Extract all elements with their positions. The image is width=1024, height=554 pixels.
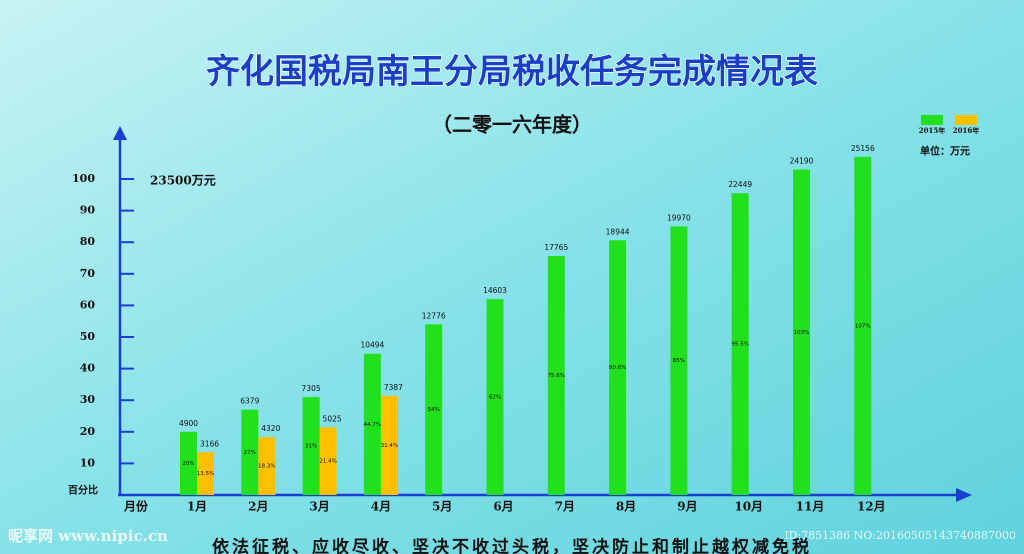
amount-label: 7387 bbox=[384, 383, 403, 392]
y-tick-label: 10 bbox=[80, 456, 96, 469]
amount-label: 4900 bbox=[179, 419, 198, 428]
bar bbox=[302, 397, 320, 495]
value-label: 31.4% bbox=[381, 443, 398, 449]
amount-label: 12776 bbox=[422, 311, 446, 320]
value-label: 27% bbox=[244, 450, 256, 456]
value-label: 85% bbox=[673, 358, 685, 364]
bar bbox=[180, 431, 197, 495]
bar bbox=[241, 409, 259, 495]
x-tick-label: 5月 bbox=[432, 500, 452, 514]
amount-label: 3166 bbox=[200, 439, 219, 448]
x-axis-arrow bbox=[956, 488, 972, 502]
amount-label: 18944 bbox=[606, 227, 630, 236]
bar bbox=[670, 226, 688, 495]
y-tick-label: 30 bbox=[80, 393, 96, 406]
bar bbox=[197, 452, 214, 495]
bar bbox=[547, 256, 565, 495]
bar bbox=[486, 299, 504, 495]
amount-label: 7305 bbox=[302, 384, 321, 393]
value-label: 80.6% bbox=[609, 365, 626, 371]
annotation: 23500万元 bbox=[150, 174, 216, 188]
bar bbox=[793, 169, 810, 495]
x-tick-label: 10月 bbox=[734, 500, 763, 514]
amount-label: 24190 bbox=[790, 157, 814, 166]
x-tick-label: 1月 bbox=[187, 500, 207, 514]
x-tick-label: 3月 bbox=[309, 500, 329, 514]
amount-label: 5025 bbox=[323, 414, 342, 423]
amount-label: 4320 bbox=[261, 424, 280, 433]
chart-subtitle: （二零一六年度） bbox=[432, 113, 592, 137]
y-tick-label: 60 bbox=[80, 298, 96, 311]
amount-label: 22449 bbox=[728, 180, 752, 189]
y-tick-label: 50 bbox=[80, 330, 96, 343]
bar bbox=[319, 427, 337, 495]
y-axis-arrow bbox=[113, 126, 127, 140]
y-tick-label: 20 bbox=[80, 425, 96, 438]
bar bbox=[425, 324, 443, 495]
slogan: 依法征税、应收尽收、坚决不收过头税，坚决防止和制止越权减免税 bbox=[212, 537, 812, 554]
value-label: 54% bbox=[428, 407, 440, 413]
x-tick-label: 12月 bbox=[857, 500, 886, 514]
unit-label: 单位：万元 bbox=[920, 145, 970, 158]
x-tick-label: 9月 bbox=[677, 500, 697, 514]
value-label: 18.3% bbox=[258, 464, 275, 470]
amount-label: 10494 bbox=[360, 341, 384, 350]
y-tick-label: 70 bbox=[80, 267, 96, 280]
y-tick-label: 80 bbox=[80, 235, 96, 248]
x-tick-label: 8月 bbox=[616, 500, 636, 514]
value-label: 21.4% bbox=[319, 459, 336, 465]
value-label: 107% bbox=[855, 323, 871, 329]
bar bbox=[609, 240, 627, 495]
amount-label: 14603 bbox=[483, 286, 507, 295]
bar bbox=[363, 353, 381, 495]
watermark-id: ID:7851386 NO:20160505143740887000 bbox=[784, 529, 1016, 542]
x-tick-label: 11月 bbox=[796, 500, 825, 514]
amount-label: 6379 bbox=[240, 397, 259, 406]
amount-label: 25156 bbox=[851, 144, 875, 153]
x-tick-label: 7月 bbox=[555, 500, 575, 514]
x-tick-label: 2月 bbox=[248, 500, 268, 514]
value-label: 13.5% bbox=[197, 471, 214, 477]
x-tick-label: 6月 bbox=[493, 500, 513, 514]
y-axis-label: 百分比 bbox=[68, 484, 98, 497]
value-label: 31% bbox=[305, 444, 317, 450]
value-label: 103% bbox=[794, 330, 810, 336]
bar bbox=[258, 437, 276, 495]
x-axis-label: 月份 bbox=[123, 499, 149, 514]
legend-label: 2015年 bbox=[919, 126, 945, 135]
amount-label: 17765 bbox=[544, 243, 568, 252]
value-label: 44.7% bbox=[364, 422, 381, 428]
x-tick-label: 4月 bbox=[371, 500, 391, 514]
y-tick-label: 90 bbox=[80, 204, 96, 217]
y-tick-label: 40 bbox=[80, 362, 96, 375]
chart-title: 齐化国税局南王分局税收任务完成情况表 bbox=[206, 52, 818, 92]
value-label: 20% bbox=[182, 461, 194, 467]
y-tick-label: 100 bbox=[72, 172, 95, 185]
legend-label: 2016年 bbox=[953, 126, 979, 135]
watermark: 昵享网 www.nipic.cn bbox=[8, 527, 168, 545]
legend-swatch bbox=[955, 115, 977, 125]
legend-swatch bbox=[921, 115, 943, 125]
value-label: 62% bbox=[489, 395, 501, 401]
bar bbox=[731, 193, 749, 495]
value-label: 75.6% bbox=[548, 373, 565, 379]
bar bbox=[854, 156, 872, 495]
bar bbox=[380, 395, 398, 495]
amount-label: 19970 bbox=[667, 213, 691, 222]
value-label: 95.5% bbox=[731, 342, 748, 348]
